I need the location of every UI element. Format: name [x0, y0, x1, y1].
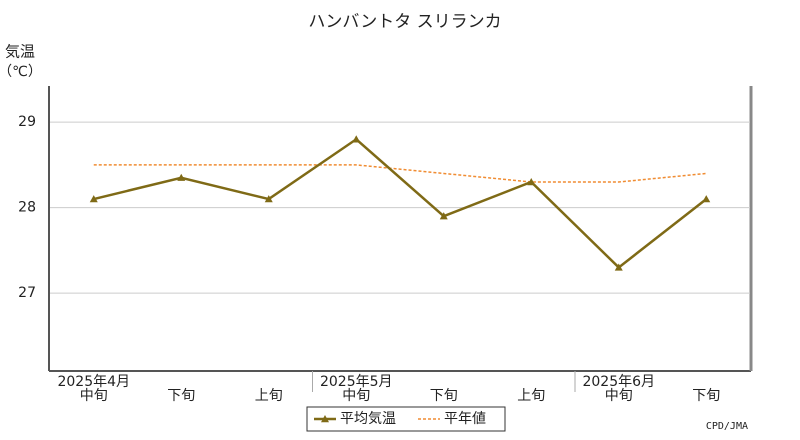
month-label: 2025年6月 [582, 374, 655, 390]
month-label: 2025年5月 [320, 374, 393, 390]
marker [702, 195, 711, 203]
marker [177, 173, 186, 181]
x-tick-label: 上旬 [255, 388, 283, 404]
legend [306, 406, 506, 432]
legend-label: 平均気温 [340, 411, 396, 427]
legend-label: 平年値 [444, 411, 486, 427]
x-tick-label: 中旬 [80, 388, 108, 404]
x-tick-label: 中旬 [342, 388, 370, 404]
y-tick-label: 28 [18, 200, 36, 216]
y-tick-label: 29 [18, 114, 36, 130]
marker [264, 195, 273, 203]
x-tick-label: 下旬 [430, 388, 458, 404]
x-tick-label: 下旬 [692, 388, 720, 404]
y-axis-label: 気温 [5, 43, 35, 61]
marker [527, 178, 536, 186]
legend-marker [321, 415, 329, 423]
x-tick-label: 下旬 [167, 388, 195, 404]
marker [439, 212, 448, 220]
marker [89, 195, 98, 203]
marker [614, 263, 623, 271]
x-tick-label: 中旬 [605, 388, 633, 404]
chart-title: ハンバントタ スリランカ [308, 12, 501, 32]
x-tick-label: 上旬 [517, 388, 545, 404]
month-label: 2025年4月 [57, 374, 130, 390]
source: CPD/JMA [706, 421, 748, 432]
series-line [93, 137, 708, 270]
marker [352, 135, 361, 143]
y-axis-label: （℃） [0, 64, 42, 80]
series-line [93, 164, 707, 183]
y-tick-label: 27 [18, 285, 36, 301]
